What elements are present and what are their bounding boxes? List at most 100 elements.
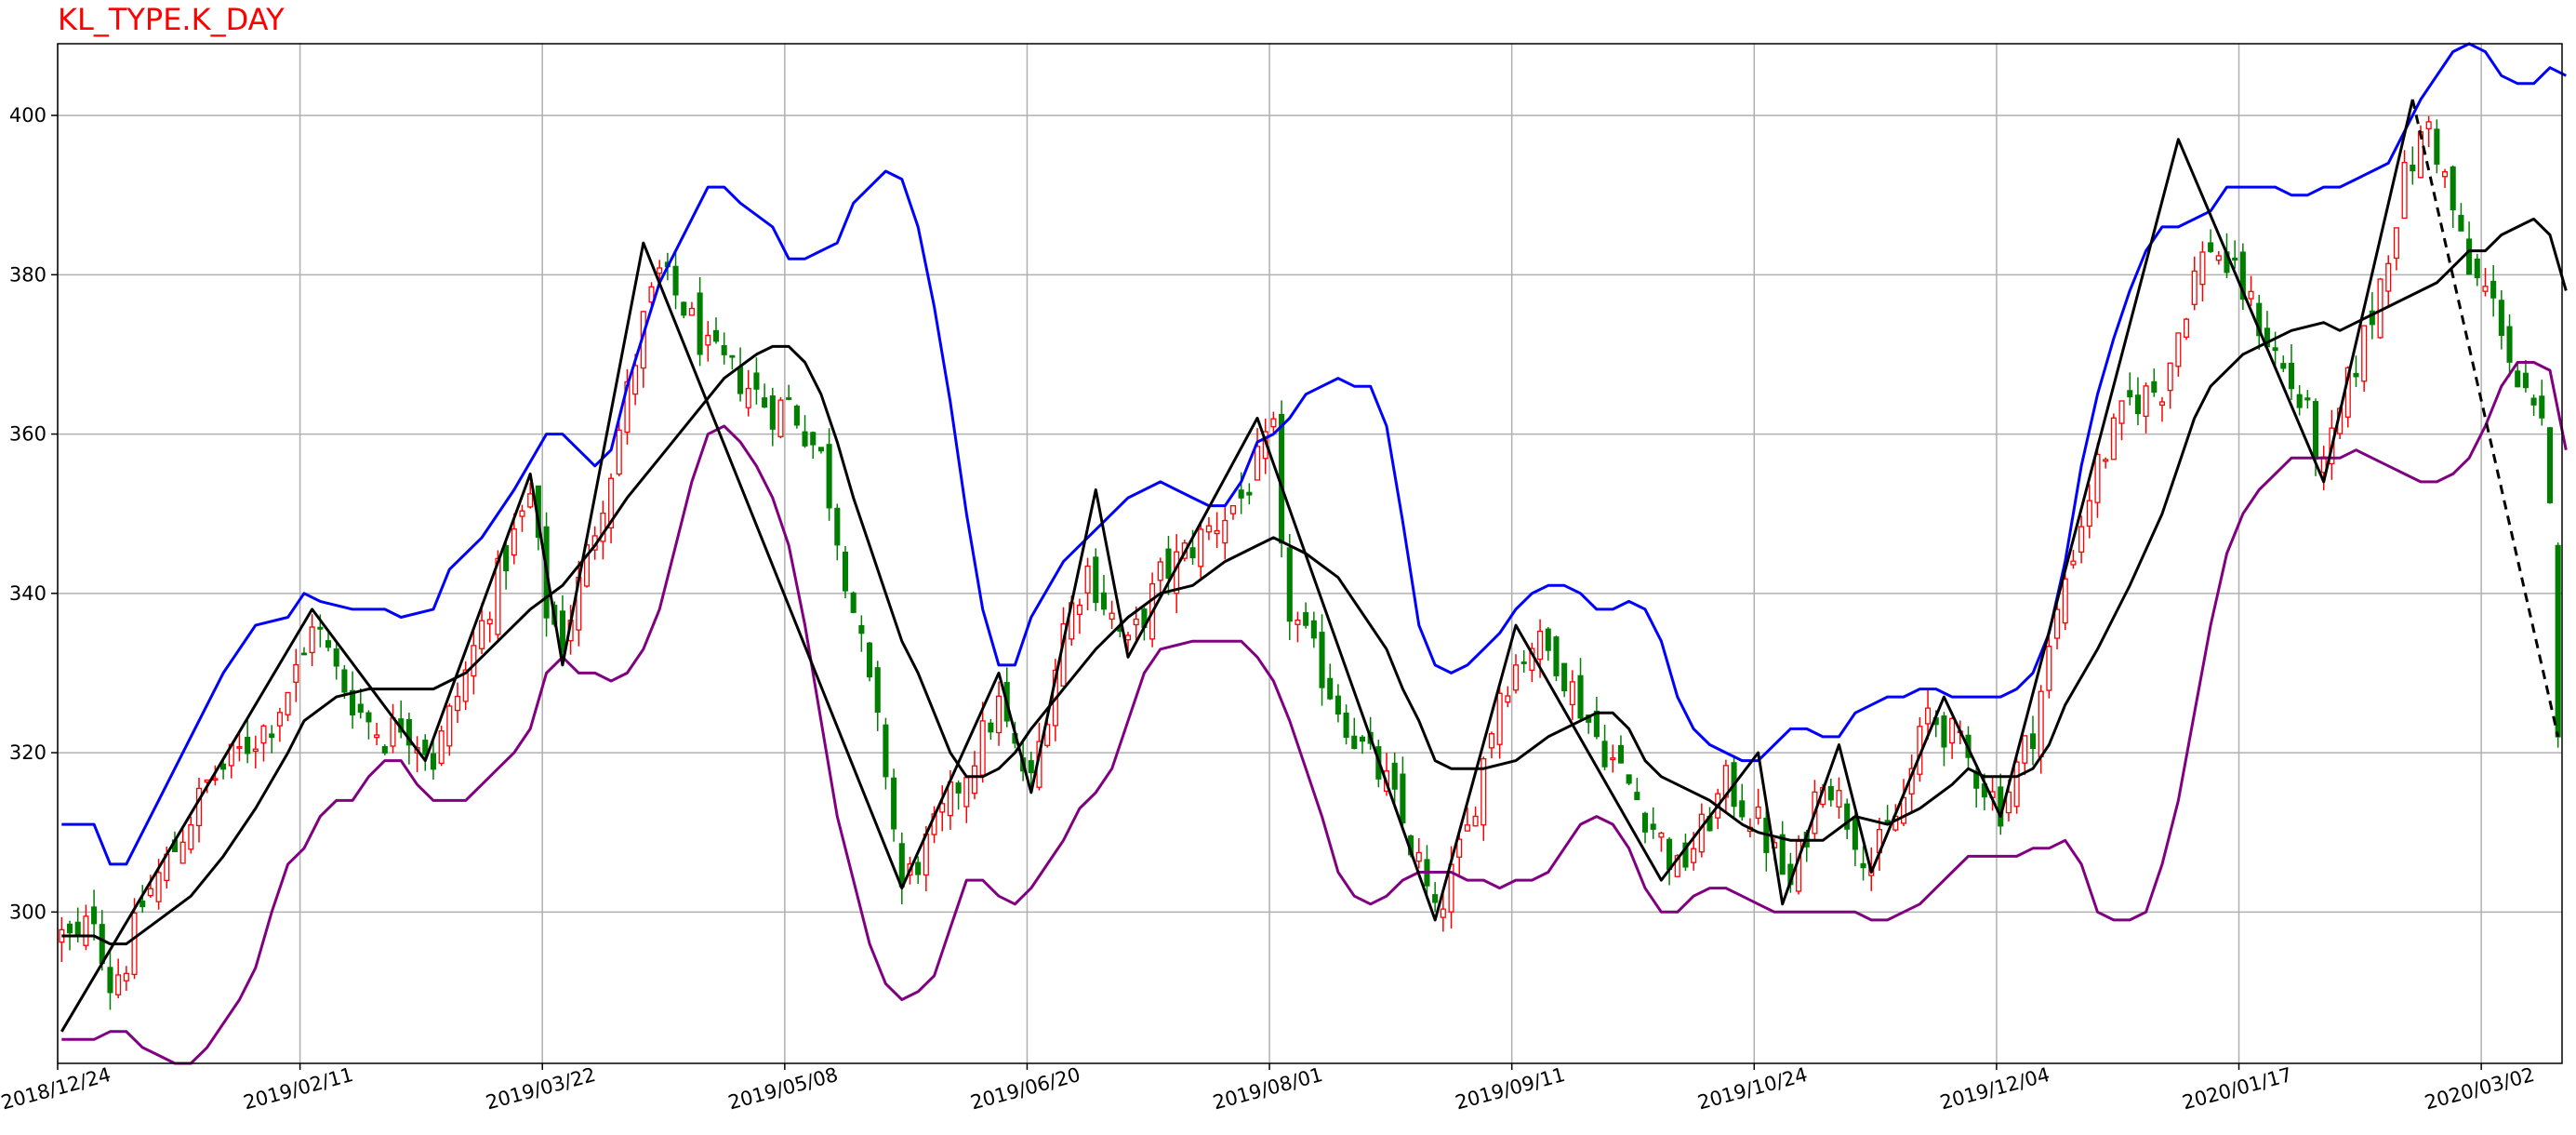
candle-up [2167,362,2173,392]
candle-down [430,753,436,770]
candle-down [269,733,275,739]
candle-up [1157,561,1163,581]
candle-down [99,924,105,965]
candle-up [212,778,219,781]
candle-down [2280,363,2287,369]
candle-down [1334,695,1341,715]
candle-up [705,334,711,346]
candle-down [1319,632,1325,688]
candle-up [1254,446,1261,481]
candle-down [1400,773,1406,824]
candle-up [1537,630,1544,661]
candle-down [915,861,922,875]
candle-down [672,265,679,296]
candle-up [2361,325,2368,382]
candle-down [1739,800,1746,818]
candle-down [2555,544,2561,738]
candle-down [2369,310,2375,326]
candle-up [2094,453,2101,503]
candle-down [91,906,98,925]
candle-up [2013,761,2020,808]
candle-down [2522,372,2529,389]
candle-down [721,344,727,355]
candle-up [2110,417,2117,461]
candle-up [188,824,194,850]
candle-up [155,872,162,902]
candle-down [317,626,324,630]
candle-down [891,777,897,830]
candle-up [1198,528,1204,568]
candle-down [1650,823,1656,830]
candle-down [729,354,736,358]
candle-up [1084,565,1091,594]
candle-down [1884,820,1891,823]
candle-up [1044,724,1051,746]
candle-up [2054,608,2061,639]
candle-up [2078,526,2085,554]
candle-down [883,724,889,778]
candle-up [1214,529,1220,535]
candle-down [139,901,146,908]
candle-up [632,365,639,395]
candle-down [357,703,364,714]
candle-down [1634,792,1640,801]
candle-down [2232,257,2238,261]
candle-up [2385,262,2392,292]
candle-up [971,765,978,794]
candle-up [1222,519,1228,544]
candle-down [381,746,388,754]
candle-down [365,712,372,723]
candle-down [2239,251,2246,300]
candle-up [2184,318,2190,338]
candle-down [955,782,962,794]
y-tick-label: 360 [9,423,46,446]
candle-up [293,663,299,683]
y-tick-label: 300 [9,901,46,923]
candle-up [374,734,380,739]
candle-down [2029,733,2037,750]
candle-up [479,620,485,649]
candle-up [2215,255,2222,261]
candle-up [519,510,525,517]
candle-up [195,787,203,827]
candle-down [1860,862,1866,869]
candle-up [83,915,89,946]
zigzag-dashed-line [2410,99,2560,738]
candle-up [1698,813,1705,853]
candle-up [2062,578,2068,624]
candle-down [2434,128,2440,165]
plot-frame [57,43,2563,1064]
candle-down [559,610,565,653]
candle-down [245,737,251,754]
candle-down [300,652,307,656]
candle-down [858,624,865,634]
candle-up [2158,401,2166,407]
candle-up [1270,418,1277,428]
candle-up [2441,171,2449,178]
candle-up [252,748,259,753]
candle-down [1100,592,1108,610]
candle-down [988,722,994,733]
candle-down [769,395,776,430]
candle-down [1165,548,1172,580]
candle-up [309,626,315,654]
candle-down [1626,774,1632,784]
x-tick-label: 2020/01/17 [2180,1063,2294,1115]
candle-up [1925,707,1932,725]
candle-up [1949,717,1956,744]
candle-down [2546,427,2554,503]
candle-up [648,286,655,303]
candle-up [2199,251,2206,286]
candle-down [2498,300,2504,337]
candle-down [1391,762,1398,790]
candle-up [2086,500,2092,527]
candle-up [777,399,784,437]
candle-up [2118,400,2125,424]
candle-up [2143,385,2149,418]
candle-down [1827,785,1834,801]
candle-up [471,645,477,677]
candle-down [1093,556,1099,604]
candle-down [737,367,744,394]
candle-up [179,841,186,864]
